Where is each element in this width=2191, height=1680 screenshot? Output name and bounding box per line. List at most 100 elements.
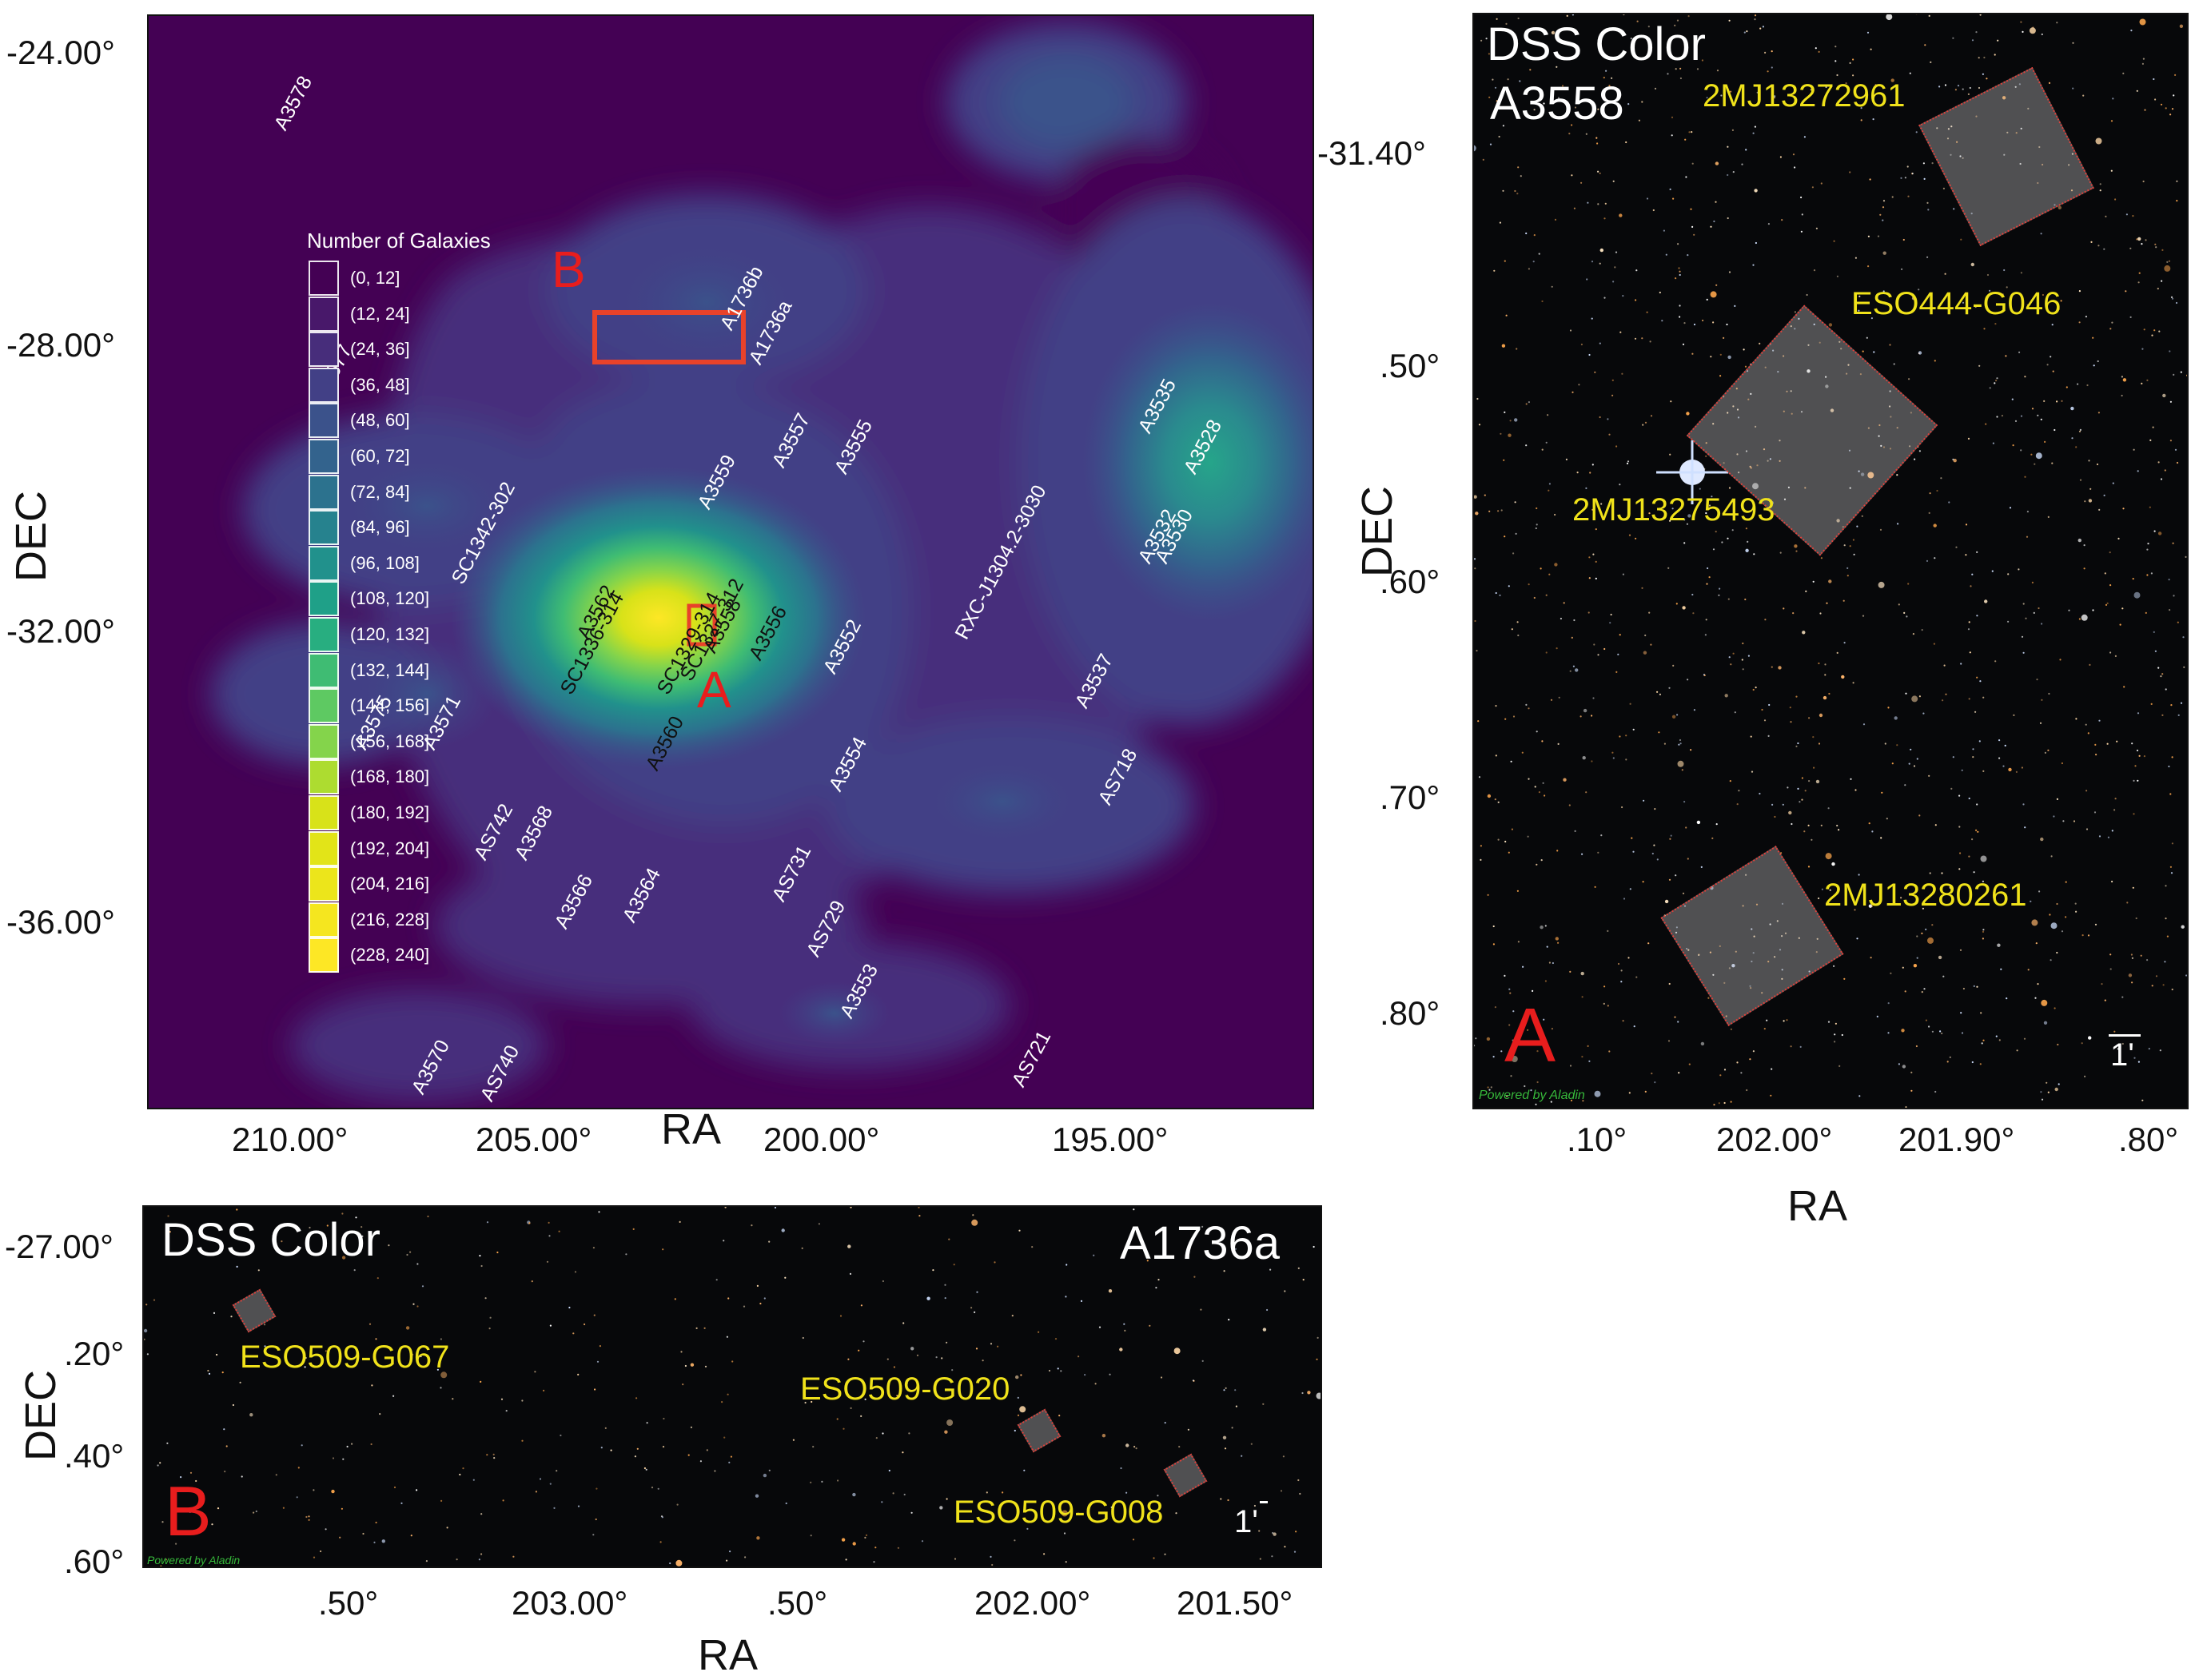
- tick-label: -24.00°: [6, 34, 115, 71]
- star-field-a: [1472, 13, 2189, 1109]
- star-point: [1985, 423, 1987, 425]
- star-point: [729, 1551, 731, 1553]
- star-point: [1516, 621, 1519, 623]
- star-point: [1946, 1061, 1949, 1063]
- star-point: [1133, 1208, 1135, 1211]
- star-point: [1972, 756, 1974, 758]
- star-point: [2048, 82, 2051, 84]
- star-point: [1829, 889, 1831, 891]
- star-point: [375, 1338, 377, 1340]
- star-point: [610, 1449, 612, 1451]
- star-point: [1627, 103, 1630, 105]
- star-point: [2158, 330, 2161, 332]
- star-point: [2149, 439, 2152, 442]
- star-point: [2070, 189, 2073, 192]
- star-point: [381, 1539, 385, 1543]
- star-point: [1508, 851, 1510, 854]
- star-point: [1731, 129, 1734, 131]
- star-point: [2157, 461, 2160, 464]
- star-point: [2049, 914, 2051, 916]
- star-point: [1026, 1527, 1029, 1530]
- star-point: [1961, 769, 1963, 771]
- star-point: [2161, 280, 2163, 282]
- star-point: [1818, 50, 1820, 53]
- star-point: [548, 1221, 550, 1224]
- star-point: [1768, 703, 1771, 707]
- star-point: [1769, 923, 1771, 926]
- star-point: [2047, 1091, 2050, 1093]
- star-point: [281, 1240, 283, 1243]
- star-point: [1971, 1061, 1974, 1064]
- star-point: [1940, 477, 1942, 480]
- star-point: [2185, 974, 2188, 977]
- star-point: [1852, 539, 1854, 541]
- star-point: [1253, 1504, 1256, 1507]
- star-point: [2101, 983, 2103, 985]
- star-point: [2060, 300, 2062, 302]
- legend-row: (144, 156]: [307, 688, 499, 724]
- star-point: [2098, 719, 2101, 722]
- panel-letter-a: A: [1504, 993, 1556, 1078]
- star-point: [1846, 575, 1849, 577]
- star-point: [680, 1351, 683, 1353]
- star-point: [146, 1353, 149, 1356]
- star-point: [1675, 931, 1678, 934]
- star-point: [2171, 842, 2173, 845]
- star-point: [1923, 177, 1926, 180]
- star-point: [1968, 698, 1970, 700]
- star-point: [1669, 188, 1671, 190]
- star-point: [810, 1535, 812, 1537]
- star-point: [918, 1215, 921, 1217]
- star-point: [852, 1492, 856, 1497]
- star-point: [2105, 215, 2107, 217]
- star-point: [1997, 943, 2001, 947]
- star-point: [496, 1251, 499, 1254]
- star-point: [1691, 162, 1694, 165]
- star-point: [1535, 1103, 1537, 1105]
- star-point: [2050, 959, 2052, 961]
- star-point: [679, 1220, 681, 1223]
- star-point: [1906, 615, 1908, 618]
- star-point: [1603, 985, 1606, 988]
- star-point: [1991, 570, 1994, 572]
- star-point: [592, 1247, 596, 1249]
- star-point: [1591, 760, 1593, 762]
- star-point: [1962, 987, 1965, 990]
- star-point: [2135, 917, 2137, 920]
- star-point: [1934, 360, 1936, 362]
- star-point: [1690, 208, 1692, 210]
- star-point: [2171, 108, 2174, 110]
- star-point: [1750, 363, 1752, 365]
- star-point: [1528, 707, 1530, 710]
- star-point: [1887, 1002, 1890, 1005]
- star-point: [1783, 498, 1787, 500]
- star-point: [1710, 356, 1712, 358]
- galaxy-label: ESO509-G067: [240, 1340, 450, 1375]
- star-point: [1538, 253, 1540, 255]
- star-point: [1569, 670, 1572, 672]
- star-point: [1741, 659, 1743, 661]
- star-point: [1527, 1029, 1529, 1031]
- star-point: [1813, 323, 1815, 325]
- star-point: [1994, 323, 1997, 325]
- star-point: [1509, 420, 1512, 422]
- star-point: [160, 1565, 162, 1567]
- star-point: [2137, 712, 2140, 715]
- star-point: [1808, 780, 1811, 782]
- star-point: [239, 1381, 241, 1383]
- star-point: [1927, 209, 1930, 211]
- star-point: [596, 1487, 598, 1490]
- star-point: [1908, 378, 1910, 380]
- star-point: [1687, 679, 1689, 681]
- star-point: [546, 1260, 549, 1263]
- ra-axis-title: RA: [661, 1105, 722, 1153]
- star-point: [1557, 742, 1560, 746]
- star-point: [1871, 830, 1874, 833]
- star-point: [2031, 408, 2034, 410]
- star-point: [1866, 31, 1870, 34]
- star-point: [1502, 125, 1504, 127]
- star-point: [1528, 778, 1530, 780]
- star-point: [416, 1263, 419, 1265]
- star-point: [1911, 173, 1914, 175]
- star-point: [1821, 888, 1823, 890]
